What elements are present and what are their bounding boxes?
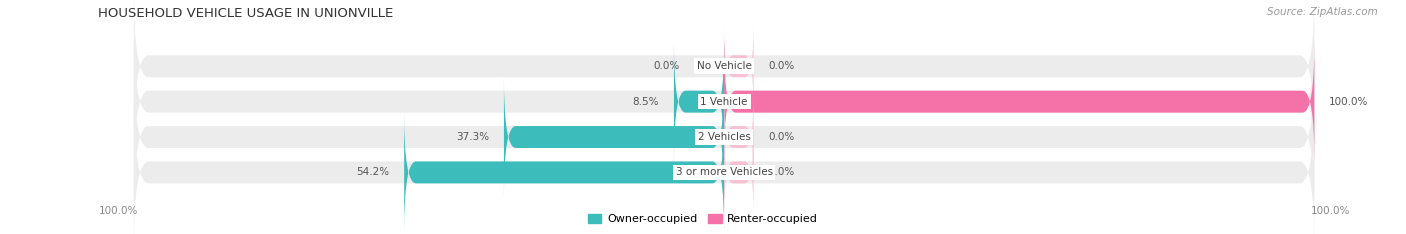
FancyBboxPatch shape: [134, 0, 1315, 144]
Text: 54.2%: 54.2%: [356, 167, 389, 177]
Text: 0.0%: 0.0%: [768, 61, 794, 71]
Text: 100.0%: 100.0%: [1310, 206, 1350, 216]
FancyBboxPatch shape: [724, 24, 754, 108]
Text: 0.0%: 0.0%: [768, 167, 794, 177]
Text: 37.3%: 37.3%: [456, 132, 489, 142]
FancyBboxPatch shape: [724, 130, 754, 215]
Text: 1 Vehicle: 1 Vehicle: [700, 97, 748, 107]
Text: 3 or more Vehicles: 3 or more Vehicles: [675, 167, 773, 177]
Text: HOUSEHOLD VEHICLE USAGE IN UNIONVILLE: HOUSEHOLD VEHICLE USAGE IN UNIONVILLE: [98, 7, 394, 20]
FancyBboxPatch shape: [503, 77, 724, 197]
FancyBboxPatch shape: [673, 42, 724, 161]
Text: 8.5%: 8.5%: [633, 97, 659, 107]
FancyBboxPatch shape: [404, 113, 724, 232]
Text: 100.0%: 100.0%: [1329, 97, 1368, 107]
Legend: Owner-occupied, Renter-occupied: Owner-occupied, Renter-occupied: [583, 209, 823, 228]
Text: 0.0%: 0.0%: [654, 61, 681, 71]
FancyBboxPatch shape: [134, 95, 1315, 234]
FancyBboxPatch shape: [134, 59, 1315, 215]
FancyBboxPatch shape: [134, 24, 1315, 179]
Text: 100.0%: 100.0%: [98, 206, 138, 216]
Text: 0.0%: 0.0%: [768, 132, 794, 142]
Text: Source: ZipAtlas.com: Source: ZipAtlas.com: [1267, 7, 1378, 17]
FancyBboxPatch shape: [724, 42, 1315, 161]
Text: No Vehicle: No Vehicle: [696, 61, 752, 71]
FancyBboxPatch shape: [724, 95, 754, 179]
Text: 2 Vehicles: 2 Vehicles: [697, 132, 751, 142]
